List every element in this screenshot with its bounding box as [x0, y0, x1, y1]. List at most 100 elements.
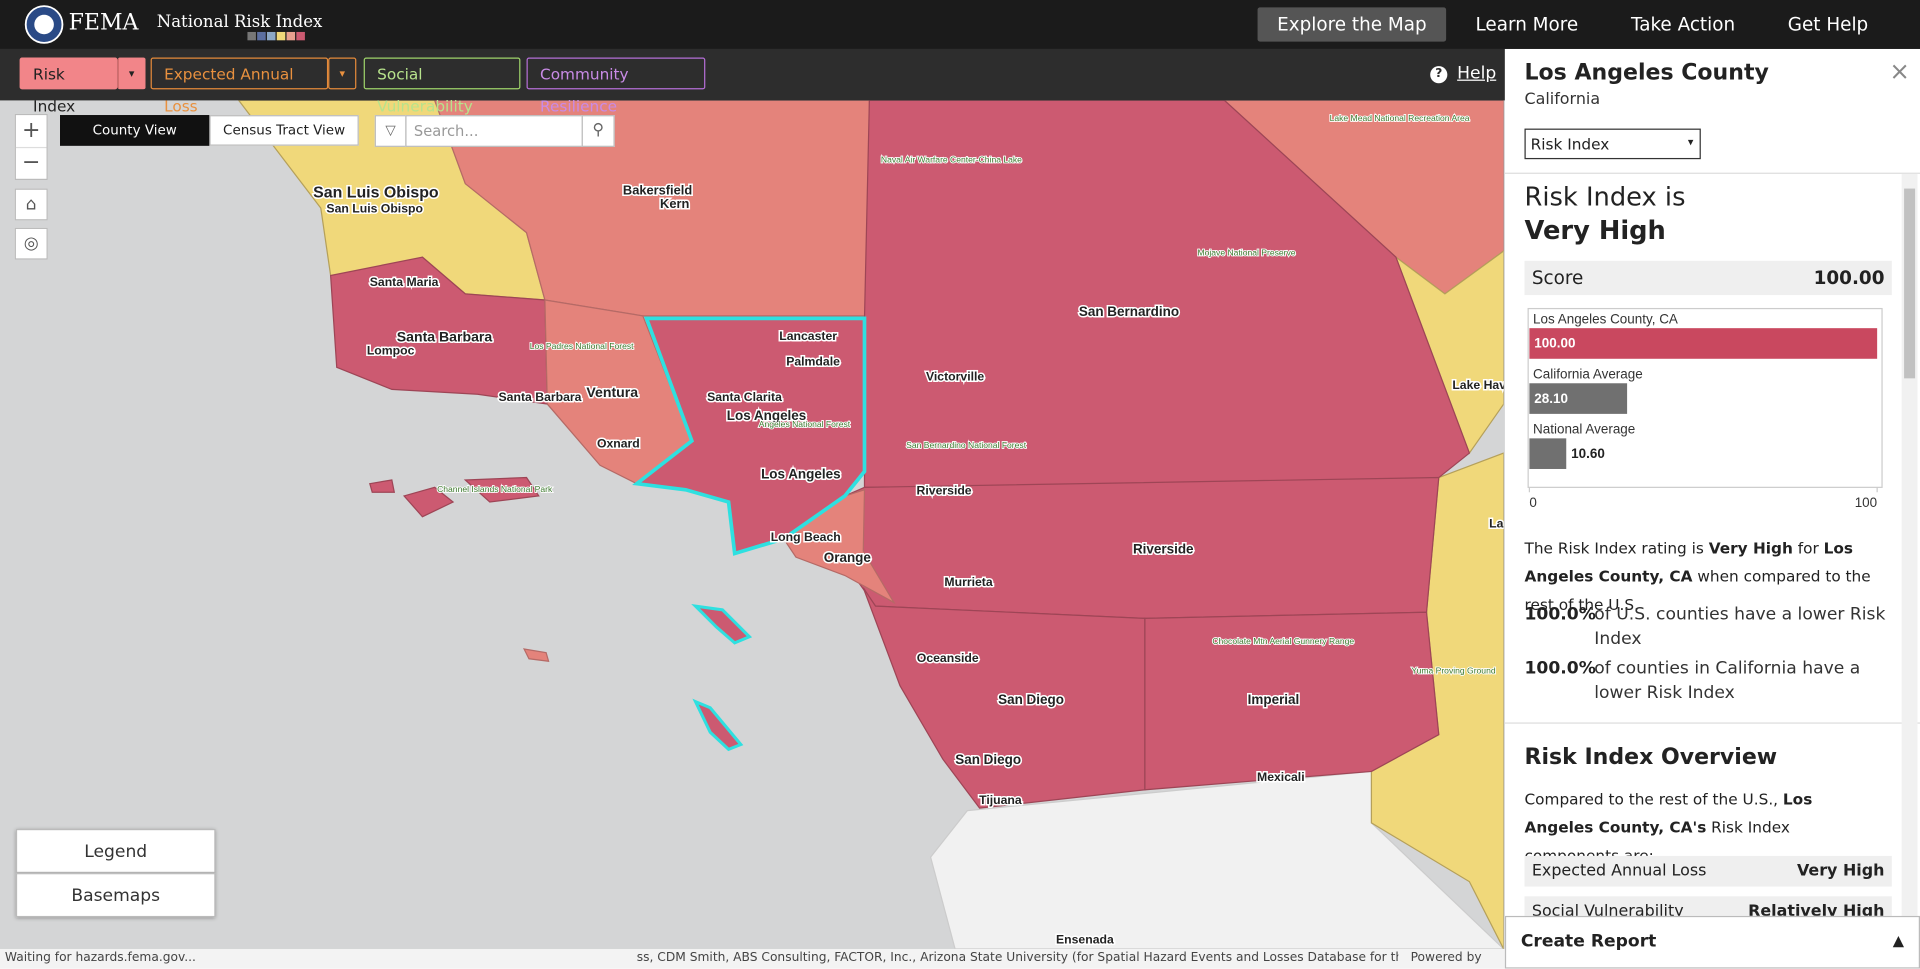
rating-text: The Risk Index rating is Very High for L…: [1524, 534, 1897, 618]
state-name: California: [1524, 90, 1601, 109]
close-button[interactable]: ×: [1889, 56, 1910, 86]
bar-value-label: 28.10: [1534, 391, 1568, 406]
map-label: Riverside: [1133, 541, 1194, 556]
score-value: 100.00: [1813, 266, 1885, 289]
component-name: Expected Annual Loss: [1531, 862, 1707, 881]
fema-seal: [24, 5, 64, 44]
layer-select[interactable]: Risk Index ▾: [1524, 128, 1701, 160]
nav-link[interactable]: Learn More: [1475, 13, 1579, 36]
help-icon[interactable]: ?: [1430, 66, 1448, 84]
text-segment: Very High: [1708, 538, 1793, 558]
percentile-text: of counties in California have a lower R…: [1594, 658, 1861, 703]
zoom-out[interactable]: −: [21, 149, 41, 176]
map-label: La: [1489, 516, 1503, 530]
map-label: Oceanside: [917, 651, 979, 665]
zoom-in[interactable]: +: [15, 115, 47, 149]
scrollbar: [1901, 173, 1918, 916]
map-label: Imperial: [1248, 692, 1300, 707]
tab[interactable]: Community Resilience: [526, 57, 706, 115]
map-label: Bakersfield: [623, 182, 692, 197]
percentile-value: 100.0%: [1524, 658, 1596, 679]
app-title[interactable]: National Risk Index: [156, 12, 323, 32]
bar: [1529, 438, 1567, 469]
overview-title: Risk Index Overview: [1524, 744, 1778, 771]
create-report-label: Create Report: [1520, 931, 1657, 952]
map-label: San Luis Obispo: [313, 185, 439, 202]
scroll-thumb[interactable]: [1904, 188, 1916, 379]
x-tick-label: 100: [1855, 495, 1877, 510]
attribution: ss, CDM Smith, ABS Consulting, FACTOR, I…: [636, 951, 1399, 965]
filter-button[interactable]: ▽: [374, 115, 407, 147]
map-label: San Luis Obispo: [326, 202, 423, 216]
legend-button[interactable]: Legend: [15, 828, 216, 874]
map-label: Kern: [660, 196, 689, 211]
headline-1: Risk Index is: [1524, 182, 1686, 212]
nav-link[interactable]: Explore the Map: [1257, 7, 1447, 42]
county-name: Los Angeles County: [1524, 60, 1769, 86]
map-label: Tijuana: [979, 793, 1022, 807]
park-label: Los Padres National Forest: [530, 341, 634, 351]
park-label: Channel Islands National Park: [437, 484, 553, 494]
map-label: Los Angeles: [761, 467, 841, 482]
tab-dropdown[interactable]: ▾: [328, 57, 357, 90]
nav-link[interactable]: Take Action: [1631, 13, 1736, 36]
text-segment: for: [1792, 538, 1824, 558]
map-label: San Bernardino: [1079, 304, 1179, 319]
map-label: Orange: [824, 550, 872, 565]
percentile-text: of U.S. counties have a lower Risk Index: [1594, 604, 1886, 649]
home-button[interactable]: ⌂: [14, 188, 48, 221]
component-row: Expected Annual Loss Very High: [1524, 855, 1892, 887]
basemaps-button[interactable]: Basemaps: [15, 873, 216, 918]
help-link[interactable]: Help: [1457, 63, 1497, 84]
tab-dropdown[interactable]: ▾: [117, 57, 146, 90]
bar-category: Los Angeles County, CA: [1533, 311, 1678, 326]
park-label: Lake Mead National Recreation Area: [1330, 113, 1470, 123]
headline-2: Very High: [1524, 215, 1666, 245]
map-label: Santa Clarita: [707, 390, 782, 404]
map-label: Mexicali: [1257, 770, 1305, 784]
divider: [1504, 722, 1920, 724]
map-label: Long Beach: [771, 530, 841, 544]
county-view[interactable]: County View: [60, 115, 210, 146]
park-label: Mojave National Preserve: [1198, 248, 1296, 258]
tab[interactable]: Expected Annual Loss: [150, 57, 329, 115]
text-segment: when compared to the rest of the U.S.: [1524, 566, 1871, 614]
toolbar: Risk Index ▾ Expected Annual Loss ▾ Soci…: [0, 48, 1505, 115]
map-label: Victorville: [926, 369, 984, 383]
park-label: Naval Air Warfare Center-China Lake: [881, 155, 1022, 165]
powered-by[interactable]: Powered by Esri: [1410, 951, 1482, 965]
tab[interactable]: Risk Index: [19, 57, 118, 115]
headline: Risk Index is Very High: [1524, 181, 1685, 247]
bar: [1529, 383, 1628, 414]
search-input[interactable]: Search...: [405, 115, 583, 147]
map-label: Oxnard: [597, 437, 640, 451]
text-segment: Los Angeles County, CA: [1524, 538, 1854, 586]
map-label: Santa Barbara: [397, 329, 493, 345]
nav-link[interactable]: Get Help: [1787, 13, 1869, 36]
search-button[interactable]: ⚲: [581, 115, 615, 147]
comparison-chart: 0 100 Los Angeles County, CA 100.00 Californ…: [1527, 307, 1883, 510]
map-label: Riverside: [917, 483, 972, 497]
status-bar: Waiting for hazards.fema.gov... ss, CDM …: [0, 948, 1505, 969]
map-label: Murrieta: [944, 575, 992, 589]
bar-value-label: 100.00: [1534, 336, 1575, 351]
bar-value-label: 10.60: [1571, 446, 1605, 461]
component-rating: Relatively High: [1748, 902, 1885, 916]
map-label: Ventura: [586, 384, 638, 400]
map-label: Lake Hav: [1452, 378, 1503, 392]
map-label: San Diego: [955, 752, 1021, 767]
bar-category: California Average: [1533, 366, 1643, 381]
tract-view[interactable]: Census Tract View: [209, 115, 359, 146]
tab[interactable]: Social Vulnerability: [363, 57, 521, 115]
bar-category: National Average: [1533, 421, 1635, 436]
locate-button[interactable]: ◎: [14, 227, 48, 260]
expand-icon: ▲: [1892, 931, 1905, 949]
divider: [1504, 172, 1920, 174]
score-row: Score 100.00: [1524, 260, 1892, 296]
score-label: Score: [1531, 266, 1584, 289]
map-label: Palmdale: [786, 355, 840, 369]
status-text: Waiting for hazards.fema.gov...: [4, 951, 196, 965]
top-bar: FEMA National Risk Index Explore the Map…: [0, 0, 1920, 49]
create-report[interactable]: Create Report ▲: [1504, 915, 1920, 969]
